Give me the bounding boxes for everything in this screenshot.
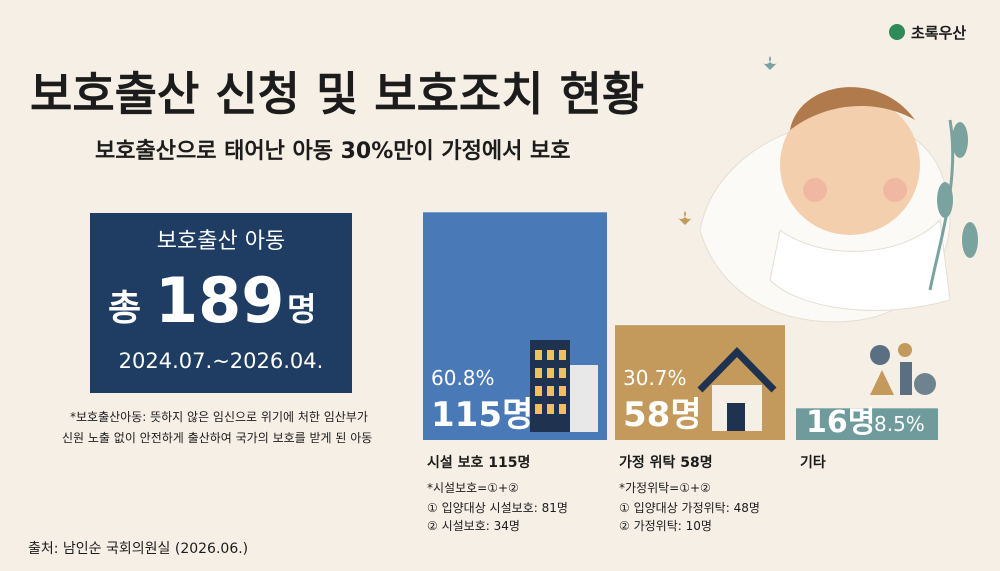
title: 보호출산 신청 및 보호조치 현황 <box>30 67 644 121</box>
category-label: 가정 위탁 58명 <box>619 454 713 471</box>
house-icon <box>697 346 777 431</box>
window <box>559 350 566 360</box>
brand: 초록우산 <box>911 24 966 42</box>
window <box>535 386 542 396</box>
share-label: 60.8% <box>431 366 495 390</box>
share-label: 8.5% <box>874 412 925 436</box>
window <box>547 368 554 378</box>
window <box>535 368 542 378</box>
value-label: 58명 <box>623 395 702 435</box>
window <box>547 350 554 360</box>
category-label: 시설 보호 115명 <box>427 454 530 471</box>
window <box>547 386 554 396</box>
logo: 초록우산 <box>889 24 966 42</box>
definition-line: 신원 노출 없이 안전하게 출산하여 국가의 보호를 받게 된 아동 <box>62 431 372 445</box>
summary-box <box>90 213 352 393</box>
window <box>559 404 566 414</box>
summary-heading: 보호출산 아동 <box>157 229 285 254</box>
value-label: 115명 <box>431 395 533 435</box>
building <box>570 365 598 432</box>
share-label: 30.7% <box>623 366 687 390</box>
window <box>547 404 554 414</box>
breakdown-item: ② 가정위탁: 10명 <box>619 519 712 533</box>
window <box>559 386 566 396</box>
category-label: 기타 <box>800 455 826 471</box>
definition-line: *보호출산아동: 뜻하지 않은 임신으로 위기에 처한 임산부가 <box>70 410 368 424</box>
subtitle: 보호출산으로 태어난 아동 30%만이 가정에서 보호 <box>95 139 571 164</box>
summary-period: 2024.07.~2026.04. <box>119 349 324 373</box>
breakdown-formula: *시설보호=①+② <box>427 481 519 495</box>
breakdown-item: ② 시설보호: 34명 <box>427 519 520 533</box>
value-label: 16명 <box>806 405 875 440</box>
summary-total: 189 <box>155 264 284 337</box>
breakdown-formula: *가정위탁=①+② <box>619 481 711 495</box>
baby-illustration <box>677 56 978 395</box>
summary-unit: 명 <box>287 290 316 328</box>
breakdown-item: ① 입양대상 시설보호: 81명 <box>427 501 568 515</box>
building-icon <box>530 340 598 432</box>
window <box>535 350 542 360</box>
breakdown-item: ① 입양대상 가정위탁: 48명 <box>619 501 760 515</box>
bar <box>796 408 938 440</box>
door <box>727 403 745 431</box>
source: 출처: 남인순 국회의원실 (2026.06.) <box>28 541 248 557</box>
window <box>535 404 542 414</box>
window <box>559 368 566 378</box>
summary-prefix: 총 <box>108 288 141 329</box>
roof <box>697 346 777 393</box>
